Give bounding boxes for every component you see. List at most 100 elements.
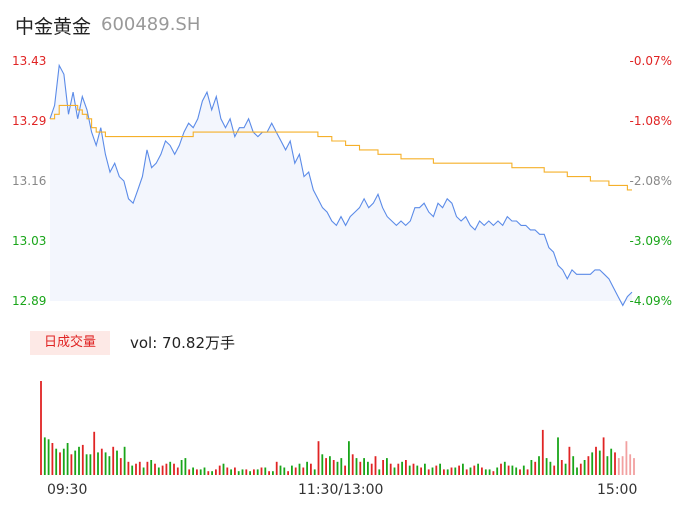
volume-bar (450, 467, 453, 475)
volume-bar (332, 460, 335, 475)
pct-tick-4: -4.09% (629, 294, 672, 308)
volume-bar (108, 456, 111, 475)
volume-bar (66, 443, 69, 475)
volume-bar (180, 460, 183, 475)
volume-bar (184, 458, 187, 475)
volume-readout: vol: 70.82万手 (130, 334, 235, 352)
volume-bar (329, 456, 331, 475)
volume-bar (43, 437, 46, 475)
pct-tick-2: -2.08% (629, 174, 672, 188)
volume-bar (241, 469, 244, 475)
volume-bar (446, 469, 449, 475)
volume-bar (534, 461, 537, 475)
volume-bar (370, 463, 373, 475)
volume-bar (173, 463, 175, 475)
volume-bar (500, 463, 502, 475)
volume-bar (496, 467, 499, 475)
volume-bar (484, 469, 487, 475)
volume-bar (435, 465, 438, 475)
volume-bar (473, 465, 476, 475)
volume-bar (583, 460, 586, 475)
volume-bar (74, 450, 77, 475)
volume-bar (138, 461, 141, 475)
volume-bar (40, 381, 42, 475)
volume-bar (135, 463, 137, 475)
volume-bar (275, 461, 278, 475)
volume-bar (336, 461, 339, 475)
volume-bar (355, 458, 358, 475)
volume-bar (401, 461, 403, 475)
volume-bar (610, 448, 613, 475)
x-tick-open: 09:30 (47, 482, 88, 498)
volume-bar (492, 471, 495, 475)
volume-bar (576, 467, 578, 475)
stock-name: 中金黄金 (15, 16, 92, 38)
volume-bar (503, 461, 506, 475)
volume-bar (310, 463, 312, 475)
volume-bar (51, 443, 54, 475)
volume-bar (104, 452, 107, 475)
volume-bar (279, 465, 282, 475)
volume-bar (203, 467, 206, 475)
volume-bar (560, 460, 563, 475)
price-tick-4: 12.89 (12, 294, 47, 308)
volume-bar (112, 446, 115, 475)
volume-bar (199, 469, 202, 475)
volume-bar (405, 460, 407, 475)
volume-bar (264, 467, 267, 475)
volume-bar (625, 441, 628, 475)
volume-bar (325, 458, 327, 475)
volume-bar (298, 463, 301, 475)
volume-bar (119, 458, 122, 475)
volume-bar (393, 467, 396, 475)
volume-bar (397, 463, 400, 475)
volume-bar (211, 471, 213, 475)
volume-bar (234, 467, 236, 475)
volume-bar (302, 467, 305, 475)
pct-tick-0: -0.07% (629, 54, 672, 68)
volume-bar (454, 467, 457, 475)
volume-bar (169, 461, 172, 475)
pct-tick-1: -1.08% (629, 114, 672, 128)
volume-bar (427, 469, 430, 475)
volume-bar (70, 454, 73, 475)
volume-bar (59, 452, 61, 475)
volume-bar (568, 446, 571, 475)
volume-bar (245, 469, 248, 475)
volume-bar (116, 450, 118, 475)
volume-bar (538, 456, 540, 475)
x-tick-midday: 11:30/13:00 (298, 482, 384, 498)
volume-bar (359, 461, 362, 475)
price-line (49, 63, 633, 307)
volume-bar (382, 460, 384, 475)
price-tick-2: 13.16 (12, 174, 47, 188)
volume-bar (222, 463, 225, 475)
volume-bar (416, 465, 419, 475)
volume-bar (424, 463, 426, 475)
volume-bar (291, 465, 293, 475)
volume-bar (408, 465, 411, 475)
volume-bar (142, 467, 145, 475)
volume-bar (47, 439, 50, 475)
volume-bar (579, 463, 582, 475)
stock-code: 600489.SH (101, 14, 201, 35)
volume-bar (313, 469, 316, 475)
volume-bar (157, 467, 160, 475)
volume-bar (196, 469, 198, 475)
volume-bar (294, 467, 297, 475)
volume-bar (176, 467, 179, 475)
volume-bar (564, 463, 567, 475)
volume-bar (606, 456, 609, 475)
volume-bar (272, 471, 274, 475)
volume-bar (55, 448, 58, 475)
volume-bar (439, 463, 441, 475)
volume-bar (93, 431, 96, 475)
volume-bar (215, 469, 217, 475)
volume-bar (629, 454, 632, 475)
volume-bar (89, 454, 92, 475)
volume-bar (386, 458, 388, 475)
volume-bar (522, 465, 525, 475)
price-tick-1: 13.29 (12, 114, 47, 128)
volume-bar (572, 456, 575, 475)
